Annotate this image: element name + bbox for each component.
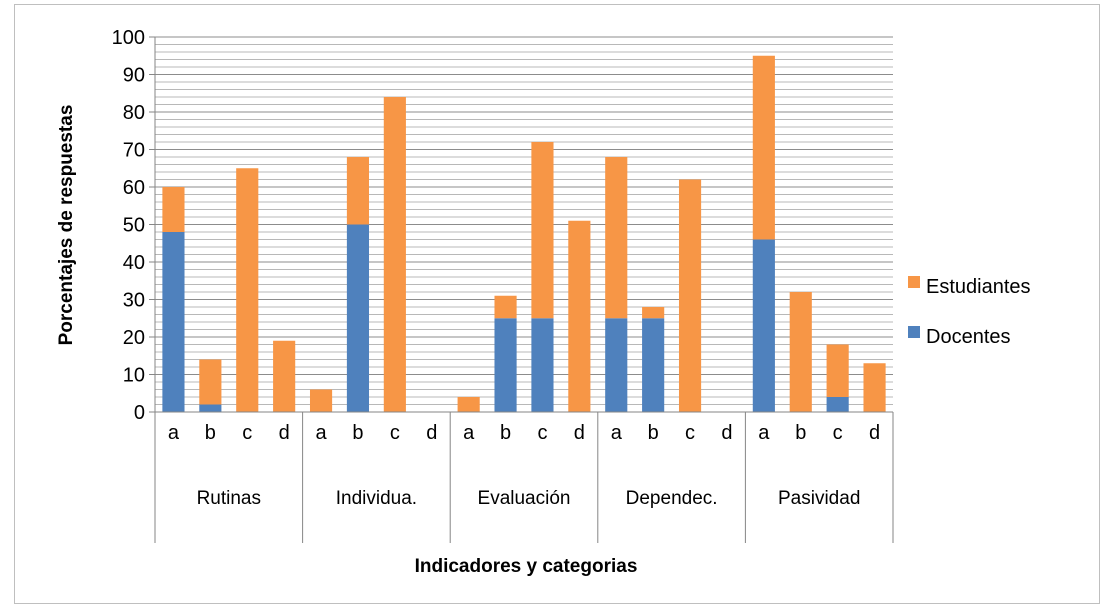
bar-estudiantes — [531, 142, 553, 318]
x-category-label: d — [574, 422, 585, 444]
bar-docentes — [347, 225, 369, 413]
bar-docentes — [753, 240, 775, 413]
bar-estudiantes — [863, 363, 885, 412]
x-category-label: a — [168, 422, 180, 444]
x-group-label: Dependec. — [626, 488, 718, 509]
x-category-label: b — [795, 422, 806, 444]
x-category-label: a — [463, 422, 475, 444]
y-axis-title: Porcentajes de respuestas — [56, 105, 77, 346]
bar-estudiantes — [236, 168, 258, 412]
legend-label-docentes: Docentes — [926, 326, 1011, 348]
bar-estudiantes — [494, 296, 516, 319]
bar-estudiantes — [162, 187, 184, 232]
bar-estudiantes — [347, 157, 369, 225]
bar-estudiantes — [679, 180, 701, 413]
y-tick-label: 90 — [123, 65, 145, 87]
x-category-label: a — [758, 422, 770, 444]
legend-label-estudiantes: Estudiantes — [926, 276, 1031, 298]
bar-docentes — [199, 405, 221, 413]
y-tick-label: 0 — [134, 402, 145, 424]
x-category-label: c — [685, 422, 695, 444]
bar-estudiantes — [827, 345, 849, 398]
x-category-label: c — [390, 422, 400, 444]
x-category-label: b — [500, 422, 511, 444]
x-category-label: d — [426, 422, 437, 444]
y-tick-label: 60 — [123, 177, 145, 199]
bar-estudiantes — [199, 360, 221, 405]
bar-estudiantes — [790, 292, 812, 412]
bar-estudiantes — [458, 397, 480, 412]
x-category-label: b — [205, 422, 216, 444]
bar-docentes — [494, 318, 516, 412]
bar-estudiantes — [642, 307, 664, 318]
bar-docentes — [827, 397, 849, 412]
x-category-label: b — [352, 422, 363, 444]
legend-swatch-docentes — [908, 326, 920, 338]
x-category-label: c — [242, 422, 252, 444]
y-tick-label: 50 — [123, 215, 145, 237]
bar-estudiantes — [384, 97, 406, 412]
x-category-label: d — [869, 422, 880, 444]
bars — [162, 56, 885, 412]
y-tick-label: 80 — [123, 102, 145, 124]
bar-docentes — [605, 318, 627, 412]
bar-estudiantes — [310, 390, 332, 413]
legend: Estudiantes Docentes — [908, 276, 1031, 348]
x-category-label: b — [648, 422, 659, 444]
y-tick-label: 10 — [123, 365, 145, 387]
y-tick-label: 70 — [123, 140, 145, 162]
x-group-label: Pasividad — [778, 488, 860, 509]
x-group-label: Evaluación — [478, 488, 571, 509]
legend-swatch-estudiantes — [908, 276, 920, 288]
y-tick-label: 20 — [123, 327, 145, 349]
y-tick-label: 30 — [123, 290, 145, 312]
bar-estudiantes — [273, 341, 295, 412]
x-category-label: a — [611, 422, 623, 444]
bar-docentes — [531, 318, 553, 412]
x-group-label: Rutinas — [197, 488, 261, 509]
bar-docentes — [642, 318, 664, 412]
bar-docentes — [162, 232, 184, 412]
x-group-label: Individua. — [336, 488, 417, 509]
bar-estudiantes — [568, 221, 590, 412]
x-category-label: c — [537, 422, 547, 444]
gridlines — [155, 37, 893, 412]
y-tick-label: 40 — [123, 252, 145, 274]
x-axis-title: Indicadores y categorias — [415, 556, 638, 577]
bar-estudiantes — [753, 56, 775, 240]
x-category-label: a — [315, 422, 327, 444]
x-category-label: d — [279, 422, 290, 444]
bar-estudiantes — [605, 157, 627, 318]
x-category-label: c — [833, 422, 843, 444]
x-category-label: d — [721, 422, 732, 444]
y-tick-label: 100 — [112, 27, 145, 49]
